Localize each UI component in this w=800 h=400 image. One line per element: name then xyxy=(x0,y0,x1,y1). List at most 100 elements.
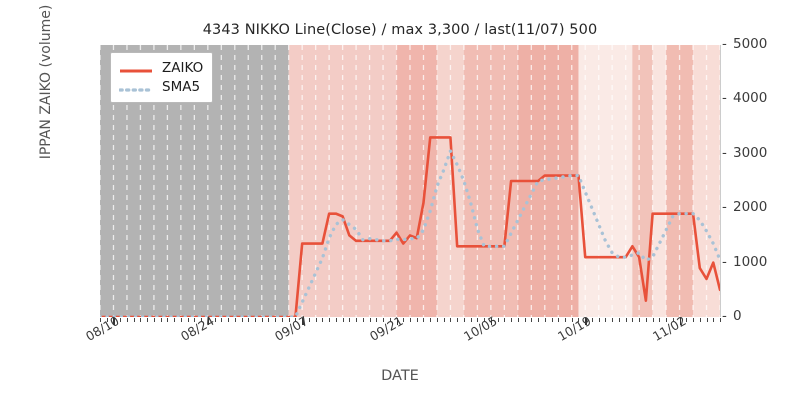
x-tick-minor xyxy=(342,318,344,322)
x-tick-minor xyxy=(524,318,526,322)
x-tick-minor xyxy=(241,318,243,322)
x-tick-minor xyxy=(322,318,324,322)
legend-item-zaiko: ZAIKO xyxy=(119,58,203,77)
y-tick-label: 1000 xyxy=(733,253,768,270)
y-tick-mark: - xyxy=(722,199,727,216)
x-tick-minor xyxy=(403,318,405,322)
x-tick-minor xyxy=(612,318,614,322)
x-tick-minor xyxy=(288,318,290,322)
x-tick-minor xyxy=(383,318,385,322)
x-tick-minor xyxy=(389,318,391,322)
x-tick-minor xyxy=(140,318,142,322)
x-tick-label: 09/21 xyxy=(366,312,406,344)
x-tick-minor xyxy=(315,318,317,322)
x-tick-minor xyxy=(686,318,688,322)
background-band-1 xyxy=(288,45,397,317)
background-band-8 xyxy=(652,45,667,317)
x-tick-minor xyxy=(356,318,358,322)
x-tick-minor xyxy=(578,318,580,322)
x-tick-label: 08/24 xyxy=(177,312,217,344)
x-tick-minor xyxy=(699,318,701,322)
x-tick-minor xyxy=(376,318,378,322)
y-tick-mark: - xyxy=(722,308,727,324)
x-tick-minor xyxy=(349,318,351,322)
x-tick-minor xyxy=(598,318,600,322)
x-tick-minor xyxy=(160,318,162,322)
x-tick-major xyxy=(113,318,115,325)
x-tick-major xyxy=(396,318,398,325)
x-tick-minor xyxy=(720,318,721,322)
x-tick-minor xyxy=(565,318,566,322)
x-tick-major xyxy=(585,318,587,325)
x-tick-minor xyxy=(706,318,708,322)
x-tick-minor xyxy=(234,318,236,322)
background-band-7 xyxy=(632,45,653,317)
x-tick-minor xyxy=(450,318,452,322)
legend-swatch-zaiko xyxy=(119,62,153,74)
x-tick-minor xyxy=(645,318,647,322)
x-tick-minor xyxy=(255,318,256,322)
x-tick-minor xyxy=(187,318,189,322)
x-tick-minor xyxy=(133,318,135,322)
x-tick-minor xyxy=(329,318,331,322)
x-tick-minor xyxy=(369,318,371,322)
x-tick-minor xyxy=(652,318,654,322)
x-tick-minor xyxy=(423,318,425,322)
x-tick-minor xyxy=(410,318,411,322)
x-tick-minor xyxy=(463,318,465,322)
x-tick-minor xyxy=(153,318,155,322)
x-tick-minor xyxy=(551,318,553,322)
x-tick-minor xyxy=(126,318,128,322)
y-tick-mark: - xyxy=(722,253,727,270)
x-tick-major xyxy=(490,318,493,325)
y-tick-label: 5000 xyxy=(733,36,768,52)
x-tick-minor xyxy=(713,318,715,322)
x-tick-label: 09/07 xyxy=(272,312,311,344)
x-tick-minor xyxy=(106,318,108,322)
x-tick-label: 10/19 xyxy=(555,312,594,344)
right-axis-spine xyxy=(720,45,721,317)
y-tick-mark: - xyxy=(722,36,727,52)
background-band-9 xyxy=(666,45,694,317)
background-band-4 xyxy=(463,45,518,317)
x-tick-minor xyxy=(416,318,418,322)
x-tick-minor xyxy=(693,318,695,322)
x-tick-minor xyxy=(194,318,196,322)
x-tick-minor xyxy=(517,318,519,322)
x-tick-minor xyxy=(120,318,122,322)
background-band-3 xyxy=(436,45,464,317)
x-tick-major xyxy=(679,318,681,325)
legend-item-sma5: SMA5 xyxy=(118,77,203,96)
x-tick-minor xyxy=(504,318,506,322)
x-tick-minor xyxy=(443,318,445,322)
x-tick-minor xyxy=(511,318,513,322)
x-tick-minor xyxy=(147,318,149,322)
chart-title: 4343 NIKKO Line(Close) / max 3,300 / las… xyxy=(202,22,598,38)
legend-label-sma5: SMA5 xyxy=(162,78,201,95)
x-tick-minor xyxy=(436,318,438,322)
y-tick-mark: - xyxy=(722,90,727,107)
x-tick-minor xyxy=(571,318,573,322)
x-tick-minor xyxy=(281,318,283,322)
y-tick-label: 2000 xyxy=(733,199,768,216)
plot-area xyxy=(100,45,720,317)
x-tick-minor xyxy=(544,318,546,322)
x-tick-minor xyxy=(268,318,270,322)
x-tick-minor xyxy=(531,318,533,322)
x-tick-minor xyxy=(261,318,263,322)
x-tick-minor xyxy=(362,318,364,322)
y-tick-mark: - xyxy=(722,144,727,161)
x-tick-minor xyxy=(174,318,176,322)
x-tick-minor xyxy=(618,318,620,322)
x-tick-minor xyxy=(214,318,216,322)
y-tick-label: 3000 xyxy=(733,144,768,161)
series-line-sma5 xyxy=(100,149,720,317)
x-tick-minor xyxy=(625,318,627,322)
x-tick-major xyxy=(302,318,304,325)
legend-label-zaiko: ZAIKO xyxy=(162,59,204,76)
x-tick-minor xyxy=(100,318,101,322)
x-tick-major xyxy=(207,318,210,325)
x-axis-label: DATE xyxy=(381,368,419,384)
x-tick-minor xyxy=(308,318,310,322)
